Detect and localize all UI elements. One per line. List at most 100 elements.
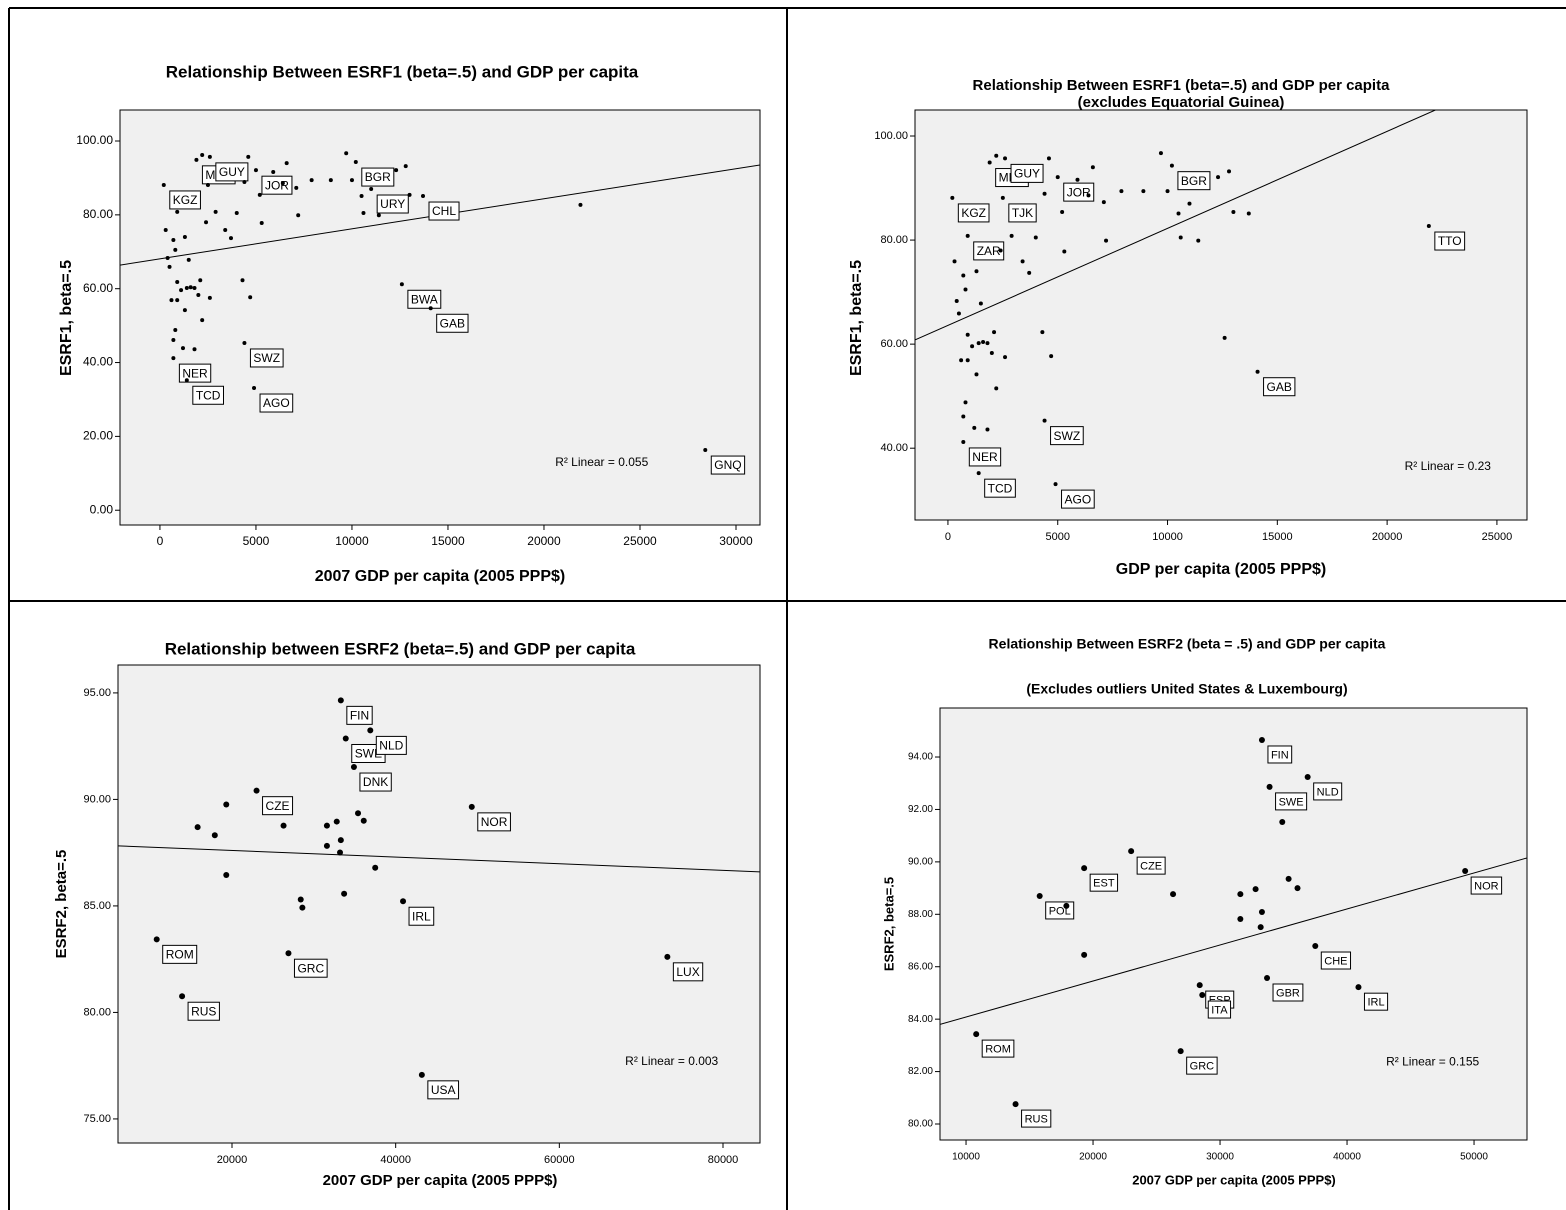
point xyxy=(428,306,433,311)
point-label: JOR xyxy=(265,178,289,192)
chart-title: Relationship Between ESRF2 (beta = .5) a… xyxy=(989,636,1386,652)
point-label: SWE xyxy=(1279,796,1304,808)
point xyxy=(987,160,992,165)
point xyxy=(1165,189,1170,194)
point xyxy=(978,301,983,306)
point xyxy=(981,340,986,345)
point xyxy=(1216,175,1221,180)
point-label: GAB xyxy=(1267,380,1292,394)
y-tick-label: 95.00 xyxy=(83,687,111,699)
point xyxy=(970,344,975,349)
point-label-box xyxy=(1363,992,1389,1011)
point xyxy=(376,213,381,218)
point xyxy=(196,292,201,297)
point xyxy=(284,161,289,166)
point xyxy=(184,378,189,383)
point xyxy=(184,285,189,290)
point xyxy=(242,340,247,345)
point-label-box xyxy=(1008,203,1037,223)
point xyxy=(1170,891,1177,898)
point xyxy=(1060,209,1065,214)
point xyxy=(1042,418,1047,423)
point xyxy=(175,298,180,303)
point xyxy=(1101,200,1106,205)
x-tick-label: 15000 xyxy=(431,534,465,548)
point xyxy=(1294,885,1301,892)
point xyxy=(372,864,379,871)
point xyxy=(337,849,344,856)
point xyxy=(468,803,475,810)
annotation: R² Linear = 0.055 xyxy=(555,455,648,469)
point xyxy=(1355,984,1362,991)
point xyxy=(1227,169,1232,174)
point xyxy=(1266,783,1273,790)
y-tick-label: 85.00 xyxy=(83,900,111,912)
point xyxy=(985,341,990,346)
point xyxy=(1062,249,1067,254)
x-tick-label: 60000 xyxy=(544,1154,575,1166)
point xyxy=(703,448,708,453)
point-label: CHE xyxy=(1324,955,1347,967)
point xyxy=(367,727,374,734)
point xyxy=(1426,224,1431,229)
x-axis-label: 2007 GDP per capita (2005 PPP$) xyxy=(323,1172,558,1189)
point xyxy=(985,427,990,432)
point-label-box xyxy=(375,735,407,755)
point xyxy=(271,170,276,175)
point-label: CHL xyxy=(432,204,456,218)
point xyxy=(200,153,205,158)
point xyxy=(280,822,287,829)
y-tick-label: 75.00 xyxy=(83,1113,111,1125)
point-label-box xyxy=(293,958,328,978)
point xyxy=(360,817,367,824)
x-axis-label: GDP per capita (2005 PPP$) xyxy=(1116,561,1326,578)
point xyxy=(974,372,979,377)
point xyxy=(965,332,970,337)
point xyxy=(1312,943,1319,950)
point-label: USA xyxy=(431,1083,456,1097)
point xyxy=(1258,736,1265,743)
point xyxy=(399,282,404,287)
point xyxy=(992,330,997,335)
point xyxy=(337,697,344,704)
x-axis-label: 2007 GDP per capita (2005 PPP$) xyxy=(1132,1172,1336,1187)
point xyxy=(182,235,187,240)
point xyxy=(1027,270,1032,275)
point xyxy=(1246,211,1251,216)
point xyxy=(959,358,964,363)
point xyxy=(407,192,412,197)
point xyxy=(1196,238,1201,243)
point-label-box xyxy=(1263,377,1296,397)
point xyxy=(1141,189,1146,194)
y-axis-label: ESRF2, beta=.5 xyxy=(53,850,70,959)
point xyxy=(344,151,349,156)
y-axis-label: ESRF2, beta=.5 xyxy=(881,877,896,971)
point xyxy=(240,278,245,283)
point xyxy=(182,308,187,313)
point xyxy=(299,904,306,911)
x-tick-label: 25000 xyxy=(623,534,657,548)
chart-subtitle: (excludes Equatorial Guinea) xyxy=(1078,94,1285,111)
point xyxy=(1036,892,1043,899)
chart-title: Relationship Between ESRF1 (beta=.5) and… xyxy=(973,77,1391,94)
point xyxy=(1053,482,1058,487)
point xyxy=(1049,354,1054,359)
point-label: NLD xyxy=(379,739,403,753)
point xyxy=(355,810,362,817)
point xyxy=(418,1071,425,1078)
x-tick-label: 20000 xyxy=(1372,531,1403,543)
point-label-box xyxy=(408,906,435,926)
point xyxy=(1046,156,1051,161)
point xyxy=(163,227,168,232)
point-label-box xyxy=(1136,856,1166,875)
point xyxy=(965,233,970,238)
point xyxy=(1176,211,1181,216)
point-label: NLD xyxy=(1317,786,1339,798)
point xyxy=(394,168,399,173)
point xyxy=(1255,369,1260,374)
x-tick-label: 50000 xyxy=(1460,1152,1488,1163)
point-label: NER xyxy=(182,366,208,380)
point xyxy=(1252,886,1259,893)
point xyxy=(192,285,197,290)
point xyxy=(175,209,180,214)
